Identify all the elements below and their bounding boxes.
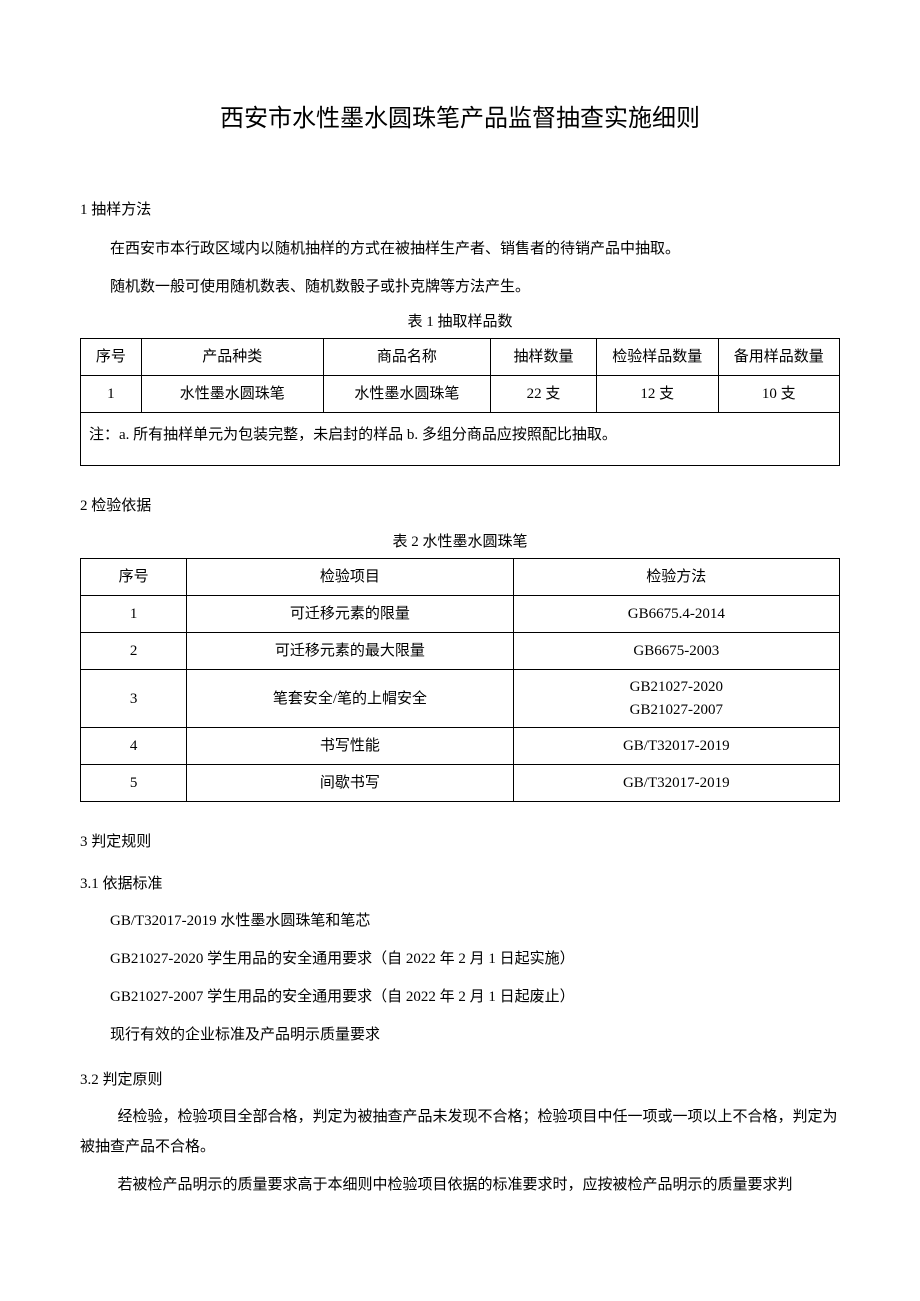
table1-cell-test-qty: 12 支 (597, 376, 718, 413)
table2-cell-seq: 3 (81, 670, 187, 728)
table1-cell-spare-qty: 10 支 (718, 376, 839, 413)
table2-cell-method: GB/T32017-2019 (513, 765, 839, 802)
table2-cell-method: GB6675.4-2014 (513, 596, 839, 633)
table1-h-name: 商品名称 (323, 339, 490, 376)
standard-line: GB21027-2007 学生用品的安全通用要求（自 2022 年 2 月 1 … (80, 982, 840, 1012)
table2-header-row: 序号 检验项目 检验方法 (81, 559, 840, 596)
table2-row: 5 间歇书写 GB/T32017-2019 (81, 765, 840, 802)
table1-h-seq: 序号 (81, 339, 142, 376)
table1-note-cell: 注：a. 所有抽样单元为包装完整，未启封的样品 b. 多组分商品应按照配比抽取。 (81, 413, 840, 466)
table1-cell-sample-qty: 22 支 (490, 376, 596, 413)
section3-1-heading: 3.1 依据标准 (80, 872, 840, 896)
table2-cell-method: GB6675-2003 (513, 633, 839, 670)
table2-h-method: 检验方法 (513, 559, 839, 596)
section2-heading: 2 检验依据 (80, 494, 840, 518)
section3-heading: 3 判定规则 (80, 830, 840, 854)
table2-row: 3 笔套安全/笔的上帽安全 GB21027-2020 GB21027-2007 (81, 670, 840, 728)
table1: 序号 产品种类 商品名称 抽样数量 检验样品数量 备用样品数量 1 水性墨水圆珠… (80, 338, 840, 466)
table1-caption: 表 1 抽取样品数 (80, 310, 840, 334)
section1-heading: 1 抽样方法 (80, 198, 840, 222)
table1-cell-category: 水性墨水圆珠笔 (141, 376, 323, 413)
table2-cell-seq: 5 (81, 765, 187, 802)
table1-cell-seq: 1 (81, 376, 142, 413)
section1-para2: 随机数一般可使用随机数表、随机数骰子或扑克牌等方法产生。 (80, 272, 840, 302)
table2-cell-seq: 4 (81, 728, 187, 765)
table2-row: 2 可迁移元素的最大限量 GB6675-2003 (81, 633, 840, 670)
standard-line: GB/T32017-2019 水性墨水圆珠笔和笔芯 (80, 906, 840, 936)
table1-h-spare-qty: 备用样品数量 (718, 339, 839, 376)
table2-h-item: 检验项目 (187, 559, 513, 596)
doc-title: 西安市水性墨水圆珠笔产品监督抽查实施细则 (80, 100, 840, 138)
table2-caption: 表 2 水性墨水圆珠笔 (80, 530, 840, 554)
table2-cell-item: 可迁移元素的限量 (187, 596, 513, 633)
table2: 序号 检验项目 检验方法 1 可迁移元素的限量 GB6675.4-2014 2 … (80, 558, 840, 802)
section3-2-heading: 3.2 判定原则 (80, 1068, 840, 1092)
table2-cell-seq: 1 (81, 596, 187, 633)
table1-h-category: 产品种类 (141, 339, 323, 376)
table1-header-row: 序号 产品种类 商品名称 抽样数量 检验样品数量 备用样品数量 (81, 339, 840, 376)
table2-cell-seq: 2 (81, 633, 187, 670)
table2-cell-item: 笔套安全/笔的上帽安全 (187, 670, 513, 728)
section1-para1: 在西安市本行政区域内以随机抽样的方式在被抽样生产者、销售者的待销产品中抽取。 (80, 234, 840, 264)
table2-method-line: GB21027-2007 (522, 699, 831, 722)
table2-cell-method: GB/T32017-2019 (513, 728, 839, 765)
table2-cell-item: 可迁移元素的最大限量 (187, 633, 513, 670)
table2-cell-item: 间歇书写 (187, 765, 513, 802)
table1-cell-name: 水性墨水圆珠笔 (323, 376, 490, 413)
standard-line: GB21027-2020 学生用品的安全通用要求（自 2022 年 2 月 1 … (80, 944, 840, 974)
table1-row: 1 水性墨水圆珠笔 水性墨水圆珠笔 22 支 12 支 10 支 (81, 376, 840, 413)
standard-line: 现行有效的企业标准及产品明示质量要求 (80, 1020, 840, 1050)
section3-2-para1: 经检验，检验项目全部合格，判定为被抽查产品未发现不合格；检验项目中任一项或一项以… (80, 1102, 840, 1162)
table2-method-line: GB21027-2020 (522, 676, 831, 699)
table1-note-row: 注：a. 所有抽样单元为包装完整，未启封的样品 b. 多组分商品应按照配比抽取。 (81, 413, 840, 466)
table2-row: 4 书写性能 GB/T32017-2019 (81, 728, 840, 765)
table1-h-sample-qty: 抽样数量 (490, 339, 596, 376)
table2-row: 1 可迁移元素的限量 GB6675.4-2014 (81, 596, 840, 633)
table1-h-test-qty: 检验样品数量 (597, 339, 718, 376)
section3-2-para2: 若被检产品明示的质量要求高于本细则中检验项目依据的标准要求时，应按被检产品明示的… (80, 1170, 840, 1200)
table2-h-seq: 序号 (81, 559, 187, 596)
table2-cell-item: 书写性能 (187, 728, 513, 765)
table2-cell-method: GB21027-2020 GB21027-2007 (513, 670, 839, 728)
